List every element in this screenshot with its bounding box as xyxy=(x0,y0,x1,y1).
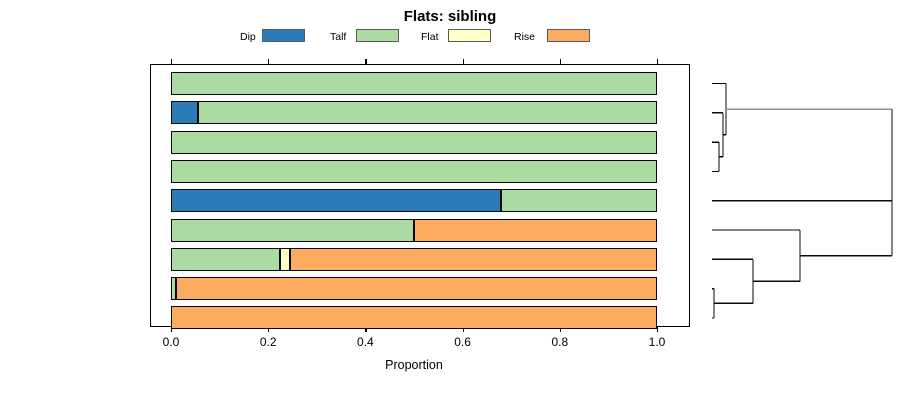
bar-segment-dip xyxy=(171,189,502,213)
x-tick-bottom xyxy=(171,327,173,332)
bar-segment-talf xyxy=(171,72,657,95)
legend-swatch-rise xyxy=(547,29,590,42)
x-tick-label: 0.8 xyxy=(551,335,569,349)
legend: Dip Talf Flat Rise xyxy=(0,29,900,47)
x-tick-top xyxy=(462,59,464,64)
bar-segment-talf xyxy=(171,130,657,154)
x-tick-bottom xyxy=(559,327,561,332)
x-tick-top xyxy=(365,59,367,64)
x-tick-top xyxy=(268,59,270,64)
x-tick-top xyxy=(559,59,561,64)
bar-segment-rise xyxy=(290,247,657,271)
bar-segment-talf xyxy=(171,277,176,301)
x-tick-label: 0.4 xyxy=(357,335,374,349)
x-tick-label: 0.6 xyxy=(454,335,471,349)
bar-segment-talf xyxy=(501,189,657,213)
chart-title: Flats: sibling xyxy=(403,8,497,25)
legend-label-dip: Dip xyxy=(240,31,256,43)
bar-segment-dip xyxy=(171,101,198,125)
legend-swatch-flat xyxy=(448,29,491,42)
bar-segment-flat xyxy=(280,247,291,271)
legend-swatch-dip xyxy=(262,29,305,42)
legend-label-rise: Rise xyxy=(514,31,536,43)
x-tick-bottom xyxy=(365,327,367,332)
bar-segment-talf xyxy=(171,218,414,242)
bar-segment-talf xyxy=(171,159,657,183)
x-axis-title: Proportion xyxy=(385,358,443,372)
legend-label-talf: Talf xyxy=(330,31,347,43)
bar-segment-rise xyxy=(171,306,657,330)
x-tick-label: 0.0 xyxy=(162,335,180,349)
x-tick-top xyxy=(171,59,173,64)
legend-label-flat: Flat xyxy=(421,31,439,43)
x-tick-bottom xyxy=(462,327,464,332)
bar-segment-talf xyxy=(197,101,657,125)
bar-segment-rise xyxy=(414,218,657,242)
bar-segment-rise xyxy=(175,277,657,301)
bar-segment-talf xyxy=(171,247,281,271)
x-tick-top xyxy=(657,59,659,64)
x-tick-label: 0.2 xyxy=(259,335,277,349)
x-tick-bottom xyxy=(268,327,270,332)
legend-swatch-talf xyxy=(356,29,399,42)
x-tick-bottom xyxy=(657,327,659,332)
x-tick-label: 1.0 xyxy=(648,335,666,349)
